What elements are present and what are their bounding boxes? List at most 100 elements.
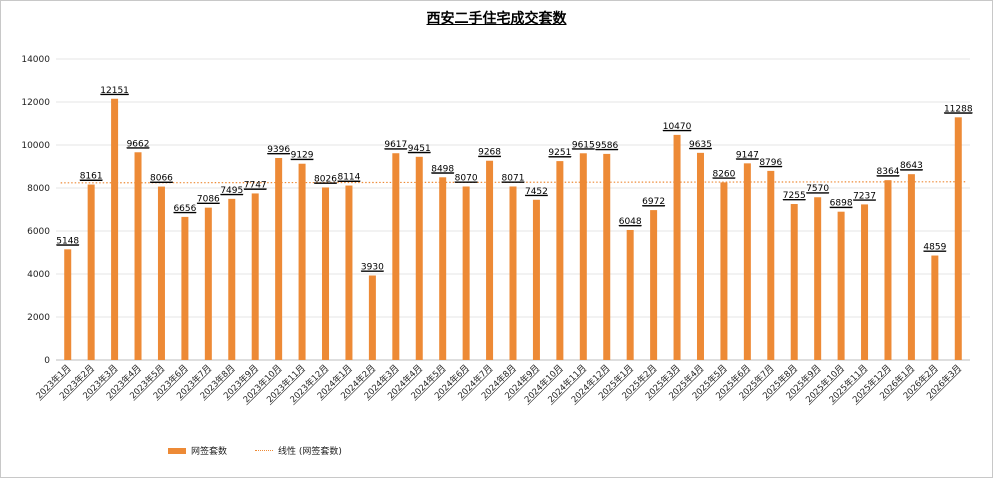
x-tick-underline: [649, 369, 681, 401]
bar: [275, 157, 283, 360]
legend-item-bars: 网签套数: [168, 444, 227, 457]
y-tick-label: 14000: [21, 55, 50, 65]
data-label: 9617: [384, 140, 407, 150]
bar: [603, 153, 611, 360]
x-tick-underline: [133, 369, 165, 401]
legend-item-trend: 线性 (网签套数): [255, 444, 342, 457]
data-label: 8066: [150, 174, 173, 184]
data-label: 7255: [783, 191, 806, 201]
bar: [345, 185, 353, 360]
data-label: 9635: [689, 140, 712, 150]
bar: [204, 207, 212, 360]
bar: [298, 163, 306, 360]
x-tick-underline: [719, 369, 751, 401]
bar: [907, 174, 915, 360]
data-label: 9615: [572, 140, 595, 150]
data-label: 10470: [663, 122, 692, 132]
data-label: 8161: [80, 172, 103, 182]
bar: [157, 186, 165, 360]
data-label: 8114: [337, 173, 360, 183]
bar: [392, 153, 400, 360]
data-label: 12151: [100, 86, 129, 96]
bar: [650, 210, 658, 360]
data-label: 11288: [944, 104, 973, 114]
x-tick-underline: [391, 369, 423, 401]
bar: [884, 180, 892, 360]
data-label: 8364: [877, 167, 900, 177]
bar: [439, 177, 447, 360]
bar: [837, 211, 845, 360]
bar: [251, 193, 259, 360]
x-tick-underline: [808, 369, 845, 406]
bar: [181, 216, 189, 360]
y-tick-label: 10000: [21, 141, 50, 151]
y-tick-label: 12000: [21, 98, 50, 108]
legend-swatch-trend: [255, 450, 274, 451]
bar: [509, 186, 517, 360]
x-tick-underline: [321, 369, 353, 401]
x-tick-underline: [696, 369, 728, 401]
legend-label-bars: 网签套数: [191, 447, 228, 457]
data-label: 9586: [595, 141, 618, 151]
legend-swatch-bar: [168, 447, 186, 454]
bar: [228, 198, 236, 360]
data-label: 6898: [830, 199, 853, 209]
x-tick-underline: [766, 369, 798, 401]
data-label: 6048: [619, 217, 642, 227]
data-label: 6656: [173, 204, 196, 214]
bar: [134, 152, 142, 360]
bars: [64, 98, 962, 360]
x-tick-underline: [485, 369, 517, 401]
x-axis: 2023年1月2023年2月2023年3月2023年4月2023年5月2023年…: [34, 362, 963, 406]
data-label: 7570: [806, 184, 829, 194]
x-tick-underline: [246, 369, 282, 406]
data-label: 8071: [502, 173, 525, 183]
data-label: 7747: [244, 180, 267, 190]
data-label: 9129: [291, 151, 314, 161]
x-tick-underline: [832, 369, 868, 406]
x-tick-underline: [527, 369, 564, 406]
x-tick-underline: [344, 369, 376, 401]
bar: [767, 170, 775, 360]
x-tick-underline: [438, 369, 470, 401]
y-tick-label: 6000: [27, 227, 50, 237]
data-label: 9662: [127, 139, 150, 149]
data-label: 8026: [314, 174, 337, 184]
bar: [861, 204, 869, 360]
data-label: 5148: [56, 236, 79, 246]
bar: [814, 197, 822, 360]
data-label: 8070: [455, 173, 478, 183]
x-tick-underline: [39, 369, 71, 401]
bar: [720, 182, 728, 360]
bar: [368, 275, 376, 360]
data-label: 9396: [267, 145, 290, 155]
data-label: 9251: [548, 148, 571, 158]
x-tick-underline: [461, 369, 493, 401]
y-tick-label: 4000: [27, 270, 50, 280]
data-label: 4859: [923, 243, 946, 253]
x-tick-underline: [625, 369, 657, 401]
bar: [579, 153, 587, 360]
bar: [111, 98, 119, 360]
bar: [415, 156, 423, 360]
data-label: 7237: [853, 191, 876, 201]
x-tick-underline: [227, 369, 259, 401]
data-label: 3930: [361, 263, 384, 273]
x-tick-underline: [742, 369, 775, 401]
bar: [462, 186, 470, 360]
bar: [486, 160, 494, 360]
chart-title: 西安二手住宅成交套数: [426, 11, 567, 27]
data-label: 9147: [736, 150, 759, 160]
legend-label-trend: 线性 (网签套数): [278, 447, 342, 457]
bar: [626, 229, 634, 360]
x-tick-underline: [86, 369, 118, 401]
x-tick-underline: [110, 369, 142, 401]
x-tick-underline: [551, 369, 587, 406]
x-tick-underline: [930, 369, 962, 401]
x-tick-underline: [269, 369, 306, 406]
legend: 网签套数 线性 (网签套数): [168, 444, 370, 457]
x-tick-underline: [789, 369, 821, 401]
bar: [954, 117, 962, 360]
